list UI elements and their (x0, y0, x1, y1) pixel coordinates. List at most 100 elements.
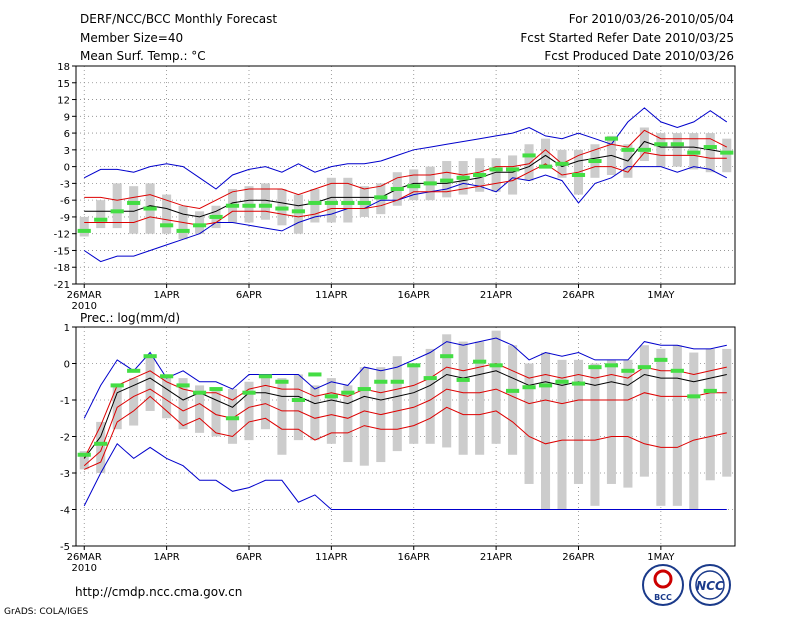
prec-max-line (83, 337, 727, 419)
prec-observed-mark (407, 363, 421, 368)
prec-spread-box (96, 421, 106, 473)
temp-spread-box (524, 144, 534, 181)
ncc-logo-text: NCC (696, 579, 724, 593)
footer-url: http://cmdp.ncc.cma.gov.cn (75, 585, 242, 599)
temp-observed-mark (324, 200, 338, 205)
prec-y-tick-label: -4 (60, 506, 70, 517)
prec-spread-box (392, 356, 402, 452)
prec-observed-mark (291, 398, 306, 402)
temp-observed-mark (192, 223, 207, 228)
temp-observed-mark (176, 228, 190, 233)
prec-y-tick-label: -3 (60, 469, 70, 480)
header-produced-date: Fcst Produced Date 2010/03/26 (544, 49, 734, 63)
temp-y-tick-label: 0 (64, 163, 70, 174)
prec-spread-box (277, 378, 287, 455)
temp-observed-mark (242, 203, 256, 208)
precipitation-panel: 26MAR 1APR 6APR 11APR 16APR 21APR 26APR 1MAY 201… (60, 323, 736, 574)
prec-observed-mark (192, 390, 207, 395)
temp-observed-mark (374, 195, 388, 200)
temp-y-tick-label: -18 (54, 263, 70, 274)
prec-observed-mark (176, 383, 190, 388)
temp-observed-mark (423, 181, 437, 186)
temp-spread-box (260, 183, 270, 220)
prec-spread-box (178, 378, 188, 430)
temp-spread-box (310, 188, 320, 223)
temp-observed-mark (160, 223, 174, 228)
temp-observed-mark (308, 200, 322, 205)
prec-observed-mark (357, 387, 371, 392)
prec-observed-mark (341, 390, 355, 395)
bcc-logo: BCC (642, 564, 684, 606)
header-title: DERF/NCC/BCC Monthly Forecast (80, 12, 277, 26)
temp-min-line (83, 166, 728, 263)
temp-spread-box (162, 194, 172, 234)
temp-observed-mark (225, 203, 240, 208)
prec-y-tick-label: -1 (60, 396, 70, 407)
prec-observed-mark (588, 365, 602, 370)
prec-observed-mark (110, 383, 124, 388)
temp-y-tick-label: -9 (60, 213, 70, 224)
prec-spread-box (343, 385, 353, 463)
footer-grads: GrADS: COLA/IGES (4, 607, 88, 617)
prec-observed-mark (456, 377, 470, 382)
temp-spread-box (722, 138, 732, 173)
temp-spread-box (195, 211, 205, 234)
prec-spread-box (557, 359, 567, 510)
temp-observed-mark (110, 209, 124, 214)
prec-observed-mark (505, 388, 520, 393)
prec-y-tick-label: 1 (64, 323, 70, 334)
prec-y-tick-label: -2 (60, 433, 70, 444)
temp-observed-mark (357, 200, 371, 205)
temp-observed-mark (473, 173, 487, 177)
temp-y-tick-label: -15 (54, 246, 70, 257)
header-start-date: Fcst Started Refer Date 2010/03/25 (520, 31, 734, 45)
prec-spread-box (244, 381, 254, 441)
temp-observed-mark (209, 214, 223, 219)
temperature-panel: 26MAR 1APR 6APR 11APR 16APR 21APR 26APR 1MAY 201… (54, 62, 736, 312)
temp-spread-box (112, 183, 122, 229)
temp-observed-mark (604, 136, 619, 141)
prec-min-line (83, 443, 727, 510)
temp-observed-mark (489, 167, 503, 172)
temp-x-tick-label: 6APR (236, 290, 262, 301)
temp-observed-mark (77, 228, 91, 233)
prec-x-tick-label: 21APR (480, 552, 513, 563)
prec-spread-box (359, 367, 369, 466)
temp-observed-mark (127, 200, 141, 205)
prec-spread-box (705, 348, 715, 481)
prec-spread-box (606, 359, 616, 484)
temp-observed-mark (588, 159, 602, 164)
prec-spread-box (689, 352, 699, 510)
temp-observed-mark (703, 145, 717, 150)
prec-spread-box (524, 363, 534, 484)
temp-x-tick-label: 26APR (562, 290, 595, 301)
temp-observed-mark (555, 161, 569, 166)
temp-observed-mark (258, 203, 273, 208)
temp-spread-box (656, 133, 666, 167)
prec-spread-box (162, 374, 172, 419)
prec-spread-box (310, 385, 320, 441)
temp-spread-box (541, 138, 551, 167)
temp-observed-mark (538, 164, 553, 169)
prec-observed-mark (621, 368, 635, 373)
temp-x-tick-label: 1MAY (647, 290, 675, 301)
prec-observed-mark (127, 368, 141, 373)
prec-spread-box (195, 385, 205, 433)
temp-observed-mark (637, 147, 651, 152)
prec-x-tick-label: 26MAR (67, 552, 102, 563)
temp-spread-box (639, 127, 649, 162)
temp-observed-mark (670, 142, 684, 147)
prec-spread-box (590, 363, 600, 506)
prec-observed-mark (390, 379, 404, 384)
temp-y-tick-label: 15 (57, 79, 70, 90)
prec-observed-mark (77, 452, 91, 457)
temp-x-tick-label: 21APR (480, 290, 513, 301)
prec-observed-mark (440, 354, 454, 359)
temp-x-tick-label: 11APR (315, 290, 348, 301)
temp-spread-box (343, 177, 353, 223)
temp-y-tick-label: -3 (60, 179, 70, 190)
temp-x-tick-label: 1APR (154, 290, 180, 301)
bcc-logo-text: BCC (654, 593, 672, 602)
prec-y-tick-label: 0 (64, 360, 70, 371)
